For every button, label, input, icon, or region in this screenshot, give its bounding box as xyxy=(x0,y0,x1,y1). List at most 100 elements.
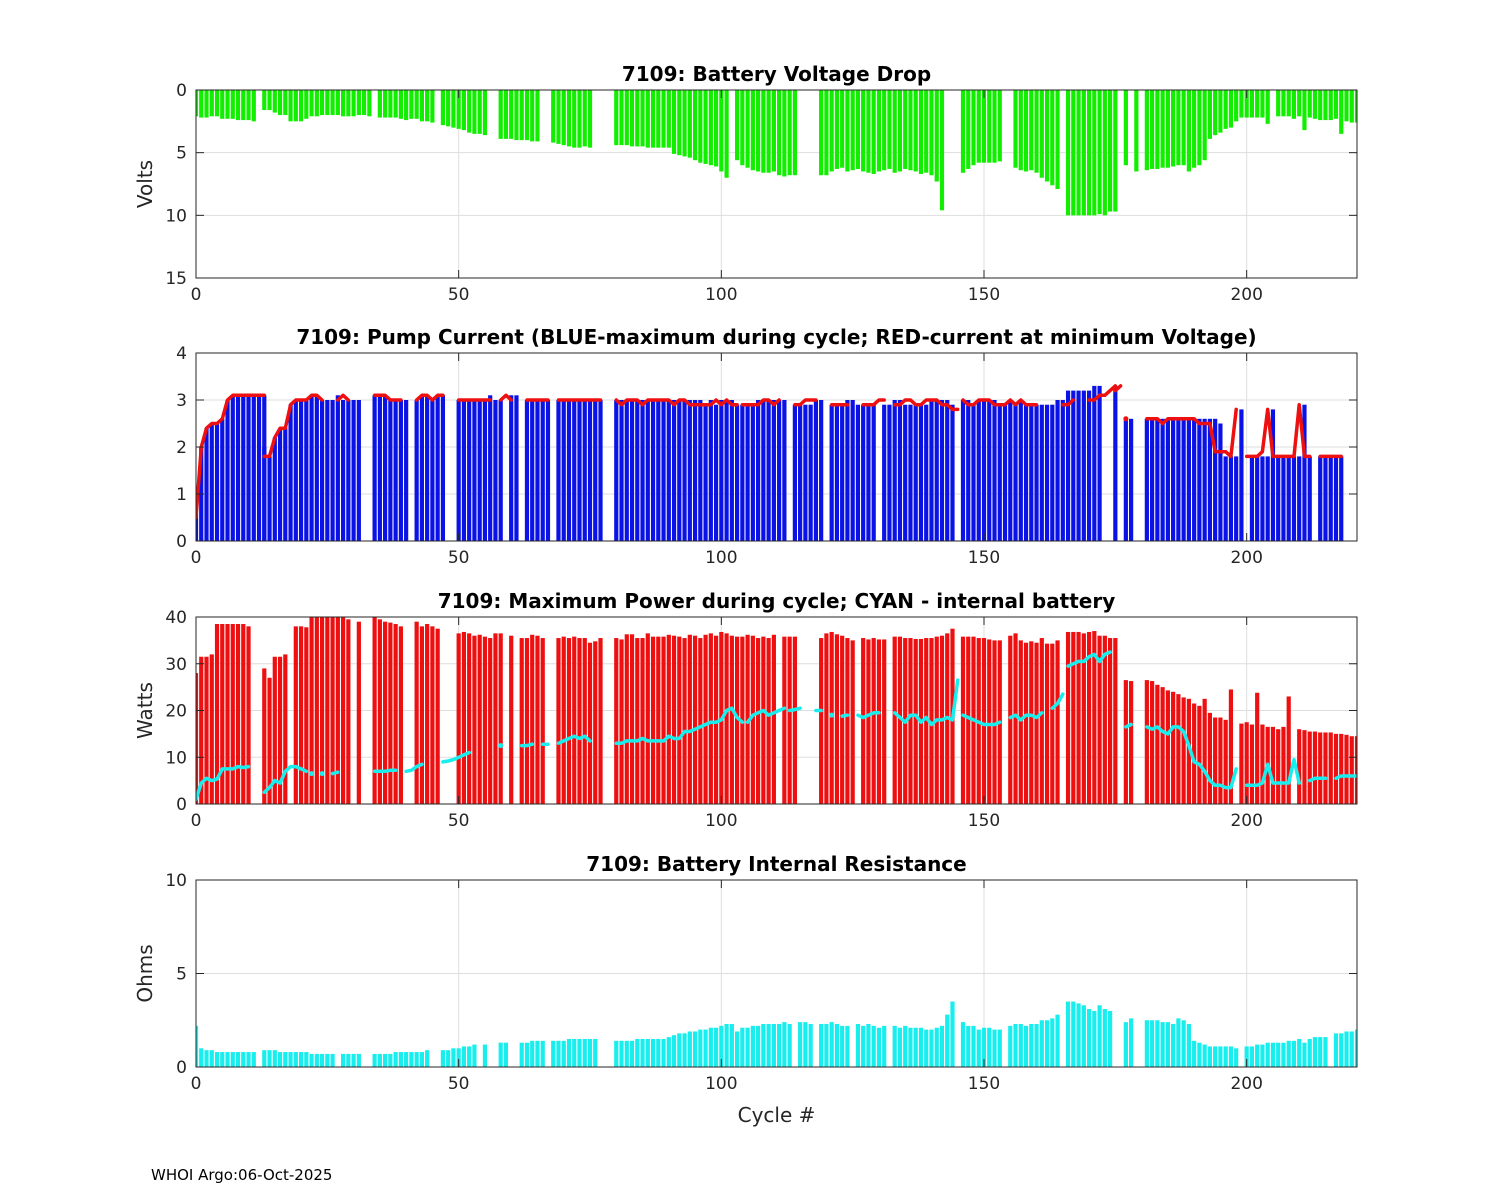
bar xyxy=(882,1025,887,1067)
series-line xyxy=(196,764,251,802)
bar xyxy=(966,400,971,541)
bar xyxy=(750,404,755,541)
bar xyxy=(430,90,435,123)
bar xyxy=(1323,732,1328,804)
bar xyxy=(1155,1020,1160,1067)
bar xyxy=(1081,390,1086,541)
bar xyxy=(440,395,446,541)
series-line xyxy=(614,706,745,745)
bar xyxy=(682,1033,687,1067)
bar xyxy=(556,638,561,804)
bar xyxy=(577,638,582,804)
bar xyxy=(1360,90,1364,123)
bar xyxy=(1307,1038,1312,1067)
bar xyxy=(377,90,382,118)
bar xyxy=(724,1023,729,1067)
bar xyxy=(850,400,855,541)
bar xyxy=(477,400,482,541)
bar xyxy=(661,1038,666,1067)
bar xyxy=(1097,1005,1102,1067)
bar xyxy=(719,1025,724,1067)
bar xyxy=(1050,404,1055,541)
bar xyxy=(461,90,467,131)
bar xyxy=(1102,90,1107,216)
bar xyxy=(1223,90,1228,129)
bar xyxy=(1249,1046,1255,1067)
bar xyxy=(771,1023,776,1067)
bar xyxy=(882,90,887,171)
bar xyxy=(593,1038,598,1067)
bar xyxy=(756,400,761,541)
bar xyxy=(199,1048,204,1067)
bar xyxy=(225,400,230,541)
bar xyxy=(587,1038,593,1067)
bar xyxy=(477,90,482,134)
bar xyxy=(1013,633,1018,804)
bar xyxy=(393,400,398,541)
bar xyxy=(1107,638,1113,804)
series-line xyxy=(1145,407,1238,459)
bar xyxy=(467,90,472,133)
bar xyxy=(855,1023,861,1067)
bar xyxy=(1107,90,1113,212)
bar xyxy=(1397,90,1401,133)
bar xyxy=(414,621,419,804)
x-tick-label: 100 xyxy=(705,1074,737,1094)
bar xyxy=(256,395,262,541)
bar xyxy=(572,636,577,804)
bar xyxy=(451,1048,456,1067)
bar xyxy=(325,400,330,541)
bar xyxy=(196,512,199,541)
bar xyxy=(640,400,645,541)
bar xyxy=(619,400,624,541)
bar xyxy=(1207,712,1213,804)
bar xyxy=(666,1037,671,1067)
bar xyxy=(330,617,335,804)
bar xyxy=(840,404,845,541)
bar xyxy=(782,90,787,177)
bar xyxy=(960,400,966,541)
bar xyxy=(293,90,298,122)
bar xyxy=(1050,90,1055,186)
bar xyxy=(419,90,424,122)
series-line xyxy=(745,706,787,724)
bar xyxy=(882,404,887,541)
bar xyxy=(1186,90,1191,172)
bar xyxy=(1086,1009,1092,1067)
bar xyxy=(824,1023,829,1067)
bar xyxy=(493,400,498,541)
bar xyxy=(582,90,587,147)
bar xyxy=(1349,1031,1354,1067)
bar xyxy=(498,400,503,541)
bar xyxy=(713,404,719,541)
bar xyxy=(587,90,593,148)
bar xyxy=(798,404,803,541)
bar xyxy=(1333,733,1339,804)
x-tick-label: 100 xyxy=(705,548,737,568)
bar xyxy=(1097,385,1102,541)
bar xyxy=(1008,635,1013,804)
bar xyxy=(1065,390,1071,541)
bar xyxy=(724,400,729,541)
bar xyxy=(677,636,682,804)
x-tick-label: 150 xyxy=(968,285,1000,305)
bar xyxy=(283,1052,288,1067)
bar xyxy=(1129,1018,1134,1067)
y-tick-label: 5 xyxy=(176,965,187,985)
bar xyxy=(304,627,309,804)
bar xyxy=(383,621,388,804)
bar xyxy=(687,1031,692,1067)
y-tick-label: 40 xyxy=(165,608,187,628)
bar xyxy=(897,636,903,804)
bar xyxy=(1034,90,1039,173)
bar xyxy=(1344,1031,1349,1067)
bar xyxy=(298,1052,304,1067)
bar xyxy=(1176,1018,1181,1067)
bar xyxy=(1165,90,1170,168)
bar xyxy=(819,1023,824,1067)
bar xyxy=(393,90,398,118)
bar xyxy=(960,1022,966,1067)
bar xyxy=(1176,90,1181,166)
bar xyxy=(671,1035,677,1067)
x-tick-label: 100 xyxy=(705,811,737,831)
